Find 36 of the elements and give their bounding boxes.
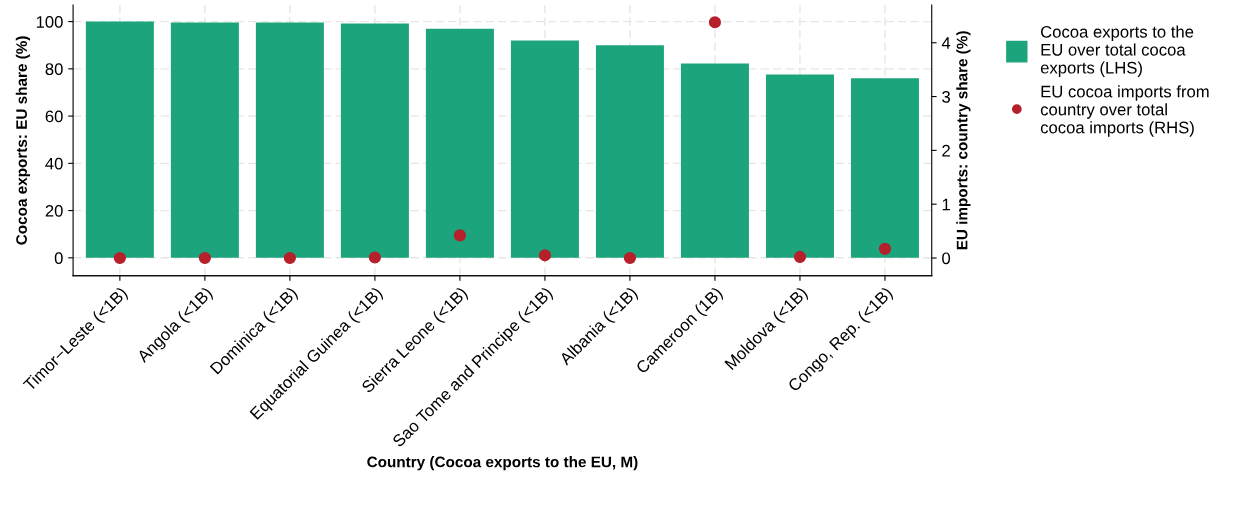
bar (255, 22, 324, 258)
bar (510, 40, 579, 258)
point (878, 242, 892, 255)
bar (85, 21, 154, 258)
point (538, 249, 551, 262)
y-tick-label: 60 (45, 110, 63, 123)
y-tick-label: 40 (45, 157, 63, 170)
bar (595, 45, 664, 258)
point (453, 229, 466, 242)
legend-label: EU cocoa imports from country over total cocoa imports (RHS) (1040, 85, 1209, 137)
y2-tick-label: 2 (942, 144, 950, 157)
bar (680, 63, 749, 258)
y-tick-label: 0 (54, 252, 63, 265)
y2-tick-label: 0 (942, 252, 951, 265)
point (793, 250, 807, 264)
y2-tick-label: 1 (942, 198, 950, 211)
bar (765, 74, 834, 258)
bar (340, 23, 409, 258)
bar (425, 28, 494, 258)
y-tick-label: 20 (45, 204, 63, 217)
bar (170, 22, 239, 258)
point (708, 16, 722, 29)
point (283, 251, 296, 265)
y-tick-label: 100 (36, 16, 63, 28)
x-axis-title: Country (Cocoa exports to the EU, M) (367, 456, 638, 471)
legend-label: Cocoa exports to the EU over total cocoa exports (LHS) (1040, 25, 1194, 77)
y2-axis-title: EU imports: country share (%) (956, 31, 971, 250)
y-tick-label: 80 (45, 63, 63, 76)
point (623, 251, 637, 265)
y2-tick-label: 3 (942, 90, 950, 103)
point (368, 251, 381, 264)
y-axis-title: Cocoa exports: EU share (%) (15, 36, 31, 245)
point (113, 251, 126, 265)
point (198, 251, 211, 265)
y2-tick-label: 4 (941, 37, 951, 49)
bar (850, 78, 919, 258)
